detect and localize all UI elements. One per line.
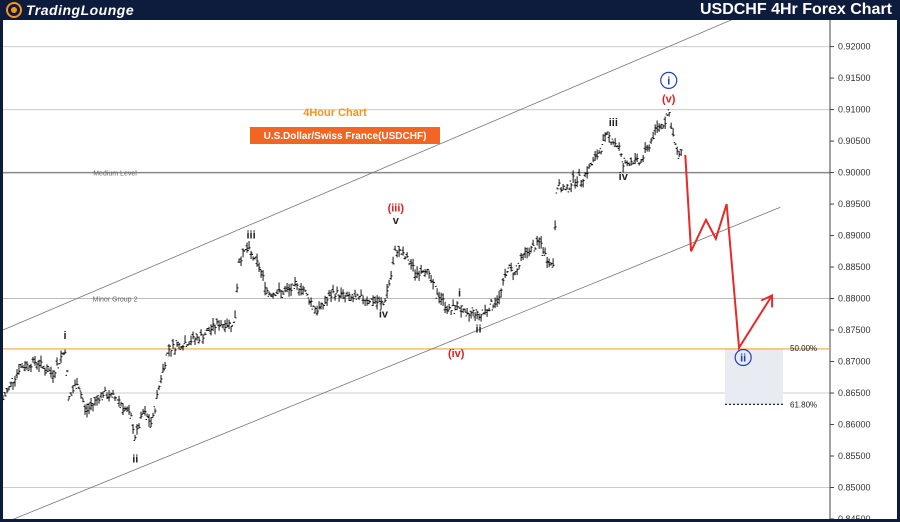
wave-label: (iv) xyxy=(448,348,465,360)
y-tick-label: 0.86500 xyxy=(838,388,871,398)
y-tick-label: 0.89500 xyxy=(838,199,871,209)
brand-name: TradingLounge xyxy=(26,2,135,18)
brand-logo: TradingLounge xyxy=(6,1,134,19)
y-tick-label: 0.89000 xyxy=(838,231,871,241)
top-bar: TradingLounge USDCHF 4Hr Forex Chart xyxy=(0,0,900,20)
fib-50-label: 50.00% xyxy=(790,344,817,353)
chart-title: 4Hour Chart xyxy=(303,107,367,119)
wave-label: iii xyxy=(609,117,618,129)
y-tick-label: 0.92000 xyxy=(838,42,871,52)
y-tick-label: 0.87500 xyxy=(838,325,871,335)
subtitle-bg xyxy=(250,127,440,144)
channel-upper-line xyxy=(2,2,773,331)
y-tick-label: 0.91000 xyxy=(838,105,871,115)
wave-label: ii xyxy=(740,353,746,365)
chart-subtitle: U.S.Dollar/Swiss France(USDCHF) xyxy=(264,131,427,142)
y-tick-label: 0.90000 xyxy=(838,168,871,178)
y-tick-label: 0.85500 xyxy=(838,451,871,461)
y-tick-label: 0.88500 xyxy=(838,262,871,272)
wave-circle xyxy=(660,71,678,89)
wave-label: ii xyxy=(132,453,138,465)
wave-label: i xyxy=(458,288,461,300)
level-label: Medium Level xyxy=(93,171,137,178)
y-tick-label: 0.90500 xyxy=(838,136,871,146)
projection-arrowhead xyxy=(760,293,774,308)
y-tick-label: 0.86000 xyxy=(838,420,871,430)
y-tick-label: 0.87000 xyxy=(838,357,871,367)
wave-label: (iii) xyxy=(388,203,405,215)
wave-label: i xyxy=(667,75,670,87)
right-border xyxy=(897,20,900,522)
wave-label: iv xyxy=(379,308,389,320)
wave-label: ii xyxy=(475,324,481,336)
wave-label: (v) xyxy=(662,94,676,106)
wave-label: iii xyxy=(247,230,256,242)
y-tick-label: 0.91500 xyxy=(838,73,871,83)
wave-circle xyxy=(734,348,752,367)
left-border xyxy=(0,20,3,522)
plot-area xyxy=(0,20,900,522)
y-tick-label: 0.85000 xyxy=(838,483,871,493)
level-label: Minor Group 2 xyxy=(93,297,138,304)
y-tick-label: 0.84500 xyxy=(838,514,871,522)
fib-618-label: 61.80% xyxy=(790,400,817,409)
projection-path xyxy=(684,154,773,351)
wave-label: v xyxy=(393,215,400,227)
logo-icon xyxy=(6,2,22,18)
y-tick-label: 0.88000 xyxy=(838,294,871,304)
bottom-border xyxy=(0,519,900,522)
wave-label: iv xyxy=(619,171,629,183)
chart-header-title: USDCHF 4Hr Forex Chart xyxy=(699,1,892,18)
channel-lower-line xyxy=(5,206,781,522)
fib-zone xyxy=(725,348,783,405)
wave-label: i xyxy=(63,330,66,342)
